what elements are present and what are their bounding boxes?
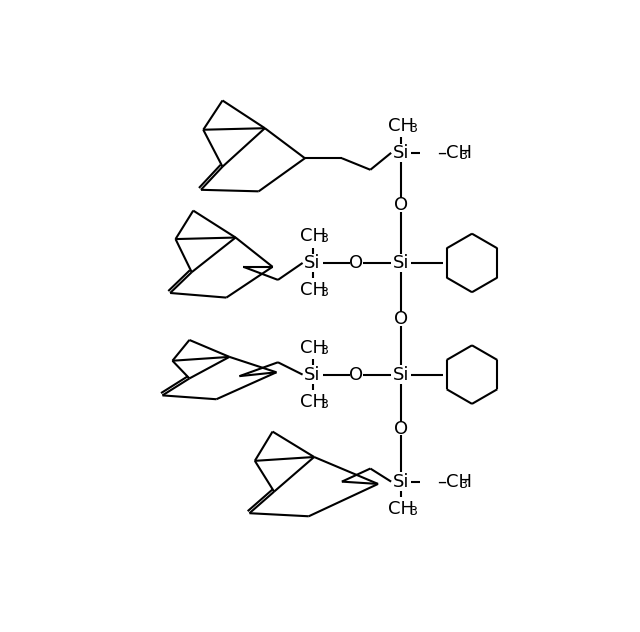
Text: CH: CH: [300, 281, 326, 299]
Text: O: O: [349, 365, 364, 384]
Text: O: O: [349, 254, 364, 272]
Text: Si: Si: [393, 254, 410, 272]
Text: Si: Si: [393, 473, 410, 490]
Text: CH: CH: [300, 392, 326, 411]
Text: 3: 3: [320, 344, 328, 357]
Text: O: O: [394, 196, 408, 214]
Text: CH: CH: [300, 227, 326, 245]
Text: CH: CH: [388, 117, 414, 135]
Text: 3: 3: [459, 478, 467, 491]
Text: 3: 3: [320, 398, 328, 411]
Text: –CH: –CH: [437, 144, 472, 162]
Text: 3: 3: [409, 505, 417, 518]
Text: Si: Si: [393, 144, 410, 162]
Text: 3: 3: [459, 149, 467, 162]
Text: 3: 3: [320, 286, 328, 299]
Text: CH: CH: [388, 499, 414, 518]
Text: Si: Si: [305, 365, 321, 384]
Text: 3: 3: [409, 122, 417, 135]
Text: O: O: [394, 420, 408, 437]
Text: Si: Si: [393, 365, 410, 384]
Text: –CH: –CH: [437, 473, 472, 490]
Text: CH: CH: [300, 339, 326, 356]
Text: 3: 3: [320, 233, 328, 245]
Text: O: O: [394, 310, 408, 328]
Text: Si: Si: [305, 254, 321, 272]
